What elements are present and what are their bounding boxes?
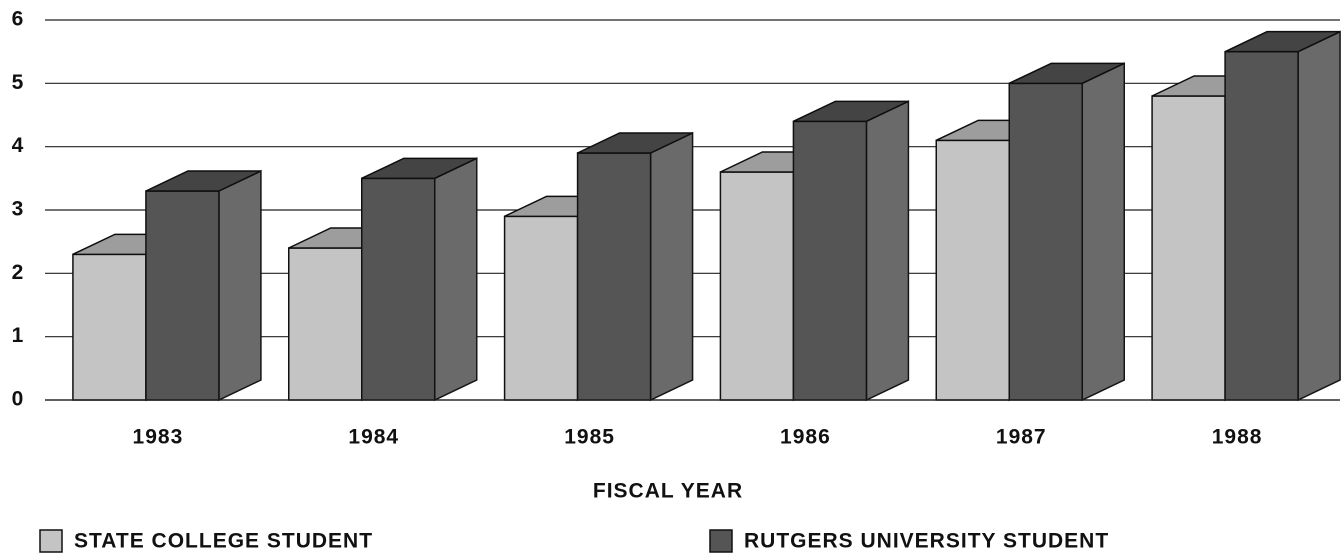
bar-side [1081, 62, 1125, 402]
y-tick-label: 5 [12, 71, 25, 94]
x-tick-label: 1984 [348, 426, 399, 449]
legend-label: RUTGERS UNIVERSITY STUDENT [744, 530, 1109, 553]
bar [72, 253, 147, 401]
bar [1224, 50, 1299, 401]
legend-label: STATE COLLEGE STUDENT [74, 530, 373, 553]
bar [288, 247, 363, 401]
bar-side [1297, 30, 1341, 402]
legend-swatch [39, 529, 63, 553]
bar-top [1008, 62, 1125, 85]
bar [792, 120, 868, 401]
bar [361, 177, 436, 401]
y-tick-label: 2 [12, 261, 25, 284]
bar-side [865, 100, 910, 402]
bar-top [1224, 30, 1341, 53]
bar-side [649, 131, 694, 402]
y-tick-label: 1 [12, 324, 25, 347]
y-tick-label: 3 [12, 198, 25, 221]
bar [1008, 82, 1083, 401]
bar [576, 152, 652, 401]
x-tick-label: 1985 [564, 426, 615, 449]
x-tick-label: 1986 [780, 426, 831, 449]
bar-top [577, 132, 693, 154]
bar [719, 171, 795, 401]
y-tick-label: 0 [12, 388, 25, 411]
bar-side [218, 169, 262, 402]
y-tick-label: 4 [12, 134, 25, 157]
bar-top [361, 157, 478, 180]
x-tick-label: 1988 [1212, 426, 1263, 449]
x-axis-title: FISCAL YEAR [593, 480, 743, 503]
x-tick-label: 1983 [133, 426, 184, 449]
bar [503, 215, 579, 401]
y-tick-label: 6 [12, 8, 25, 31]
bar-side [434, 157, 478, 402]
bar [1151, 95, 1226, 401]
x-tick-label: 1987 [996, 426, 1047, 449]
bar-top [145, 170, 262, 192]
legend-swatch [709, 529, 733, 553]
bar [935, 139, 1010, 401]
bar [145, 190, 220, 401]
bar-top [793, 100, 909, 123]
